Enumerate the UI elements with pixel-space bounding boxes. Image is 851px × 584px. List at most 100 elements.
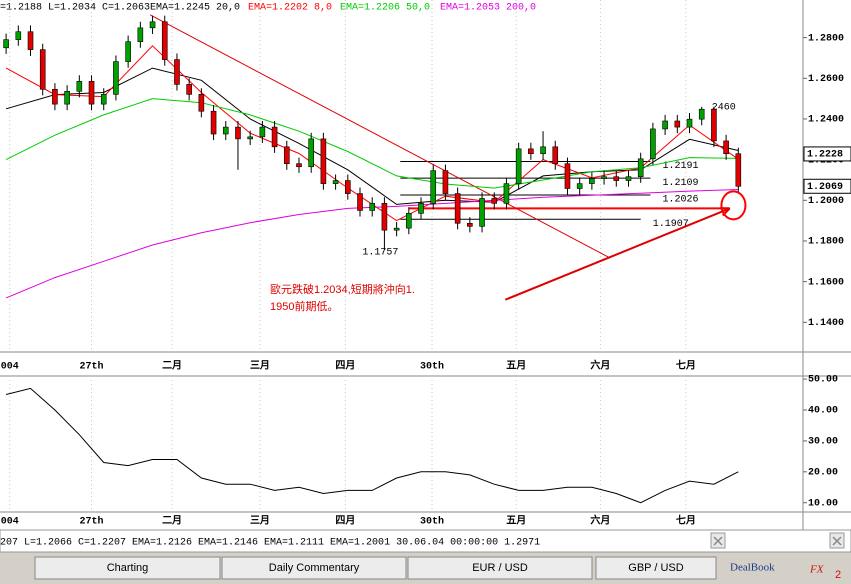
tab-label[interactable]: EUR / USD <box>472 562 528 574</box>
logo: DealBook FX 2 <box>730 562 841 581</box>
candle-body <box>64 91 70 105</box>
candle-body <box>637 158 644 178</box>
price-marker-label: 1.2069 <box>807 182 843 193</box>
candle-body <box>674 120 681 128</box>
candle-body <box>442 170 449 194</box>
close-button[interactable] <box>829 532 845 549</box>
candle-body <box>161 21 168 60</box>
candle-body <box>332 180 339 184</box>
candle-body <box>308 138 314 168</box>
tab-label[interactable]: GBP / USD <box>628 562 683 574</box>
y-tick-label: 1.1400 <box>808 318 844 329</box>
highlight-circle <box>720 190 747 221</box>
candle-body <box>27 31 34 50</box>
legend-entry: EMA=1.2245 20,0 <box>150 3 240 14</box>
candle-body <box>381 203 388 231</box>
candle-body <box>735 153 742 187</box>
x-tick-label: 七月 <box>676 514 696 528</box>
status-bar <box>0 529 851 553</box>
x-tick-label: 六月 <box>590 514 610 528</box>
y-tick-label: 1.2600 <box>808 74 844 85</box>
candle-body <box>259 126 266 138</box>
ohlc-header: =1.2188 L=1.2034 C=1.2063 <box>0 3 150 14</box>
x-tick-label: 27th <box>80 361 104 373</box>
candle-body <box>589 178 595 184</box>
close-icon <box>713 536 723 546</box>
time-axis <box>0 352 851 376</box>
candle-body <box>491 198 498 204</box>
candle-body <box>149 21 156 29</box>
x-tick-label: 七月 <box>676 359 696 373</box>
x-tick-label: 四月 <box>335 515 355 528</box>
y-tick-label: 1.2000 <box>808 196 844 207</box>
candle-body <box>540 146 546 155</box>
note-text: 1950前期低。 <box>270 299 338 313</box>
candle-body <box>418 203 424 214</box>
candle-body <box>52 88 58 105</box>
candle-body <box>723 140 729 155</box>
x-tick-label: 五月 <box>506 360 526 373</box>
close-icon <box>832 536 842 546</box>
candle-body <box>576 183 583 189</box>
candle-body <box>113 61 119 95</box>
tab[interactable] <box>34 556 221 580</box>
tab[interactable] <box>595 556 717 580</box>
candle-body <box>174 59 180 85</box>
legend-entry: EMA=1.2206 50,0 <box>340 3 430 14</box>
y-tick-label: 10.00 <box>808 498 838 509</box>
x-tick-label: 二月 <box>162 515 182 528</box>
candle-body <box>613 176 620 181</box>
y-tick-label: 30.00 <box>808 437 838 448</box>
annotation: 1.1757 <box>362 247 398 258</box>
candle-body <box>210 110 217 135</box>
price-marker-box <box>803 146 851 162</box>
logo-sub: 2 <box>835 569 841 581</box>
candle-body <box>283 146 290 164</box>
candle-body <box>76 81 83 92</box>
candle-body <box>88 81 95 105</box>
candle-body <box>552 146 559 164</box>
tab-label[interactable]: Charting <box>107 562 149 574</box>
y-tick-label: 1.2400 <box>808 115 844 126</box>
candle-body <box>686 118 693 128</box>
legend-entry: EMA=1.2202 8,0 <box>248 3 332 14</box>
candle-body <box>369 203 376 211</box>
price-axis <box>803 0 851 352</box>
candle-body <box>39 49 46 90</box>
candle-body <box>125 41 131 62</box>
candle-body <box>479 198 485 227</box>
logo-suffix: FX <box>809 564 825 576</box>
candle-body <box>564 163 571 189</box>
price-marker-box <box>803 178 851 194</box>
x-tick-label: 30th <box>420 516 444 528</box>
x-tick-label: 六月 <box>590 359 610 373</box>
ema-line <box>5 98 739 189</box>
x-tick-label: 004 <box>1 362 19 373</box>
candle-body <box>393 227 400 231</box>
candle-body <box>698 108 705 120</box>
level-label: 1.2109 <box>662 178 698 189</box>
price-marker-label: 1.2228 <box>807 150 843 161</box>
y-tick-label: 1.2800 <box>808 33 844 44</box>
candle-body <box>454 193 461 224</box>
candle-body <box>406 213 412 229</box>
x-tick-label: 004 <box>1 517 19 528</box>
y-tick-label: 1.1800 <box>808 237 844 248</box>
tab[interactable] <box>221 556 407 580</box>
x-tick-label: 三月 <box>250 515 270 528</box>
trend-line <box>149 14 611 259</box>
candle-body <box>650 128 656 160</box>
candle-body <box>198 94 205 112</box>
candle-body <box>186 84 192 95</box>
candle-body <box>15 31 22 40</box>
candle-body <box>247 136 253 140</box>
tab[interactable] <box>407 556 593 580</box>
level-label: 1.1907 <box>653 219 689 230</box>
close-button[interactable] <box>710 532 726 549</box>
x-tick-label: 27th <box>80 516 104 528</box>
candle-body <box>296 163 302 168</box>
tab-label[interactable]: Daily Commentary <box>269 562 360 574</box>
candle-body <box>601 176 607 179</box>
